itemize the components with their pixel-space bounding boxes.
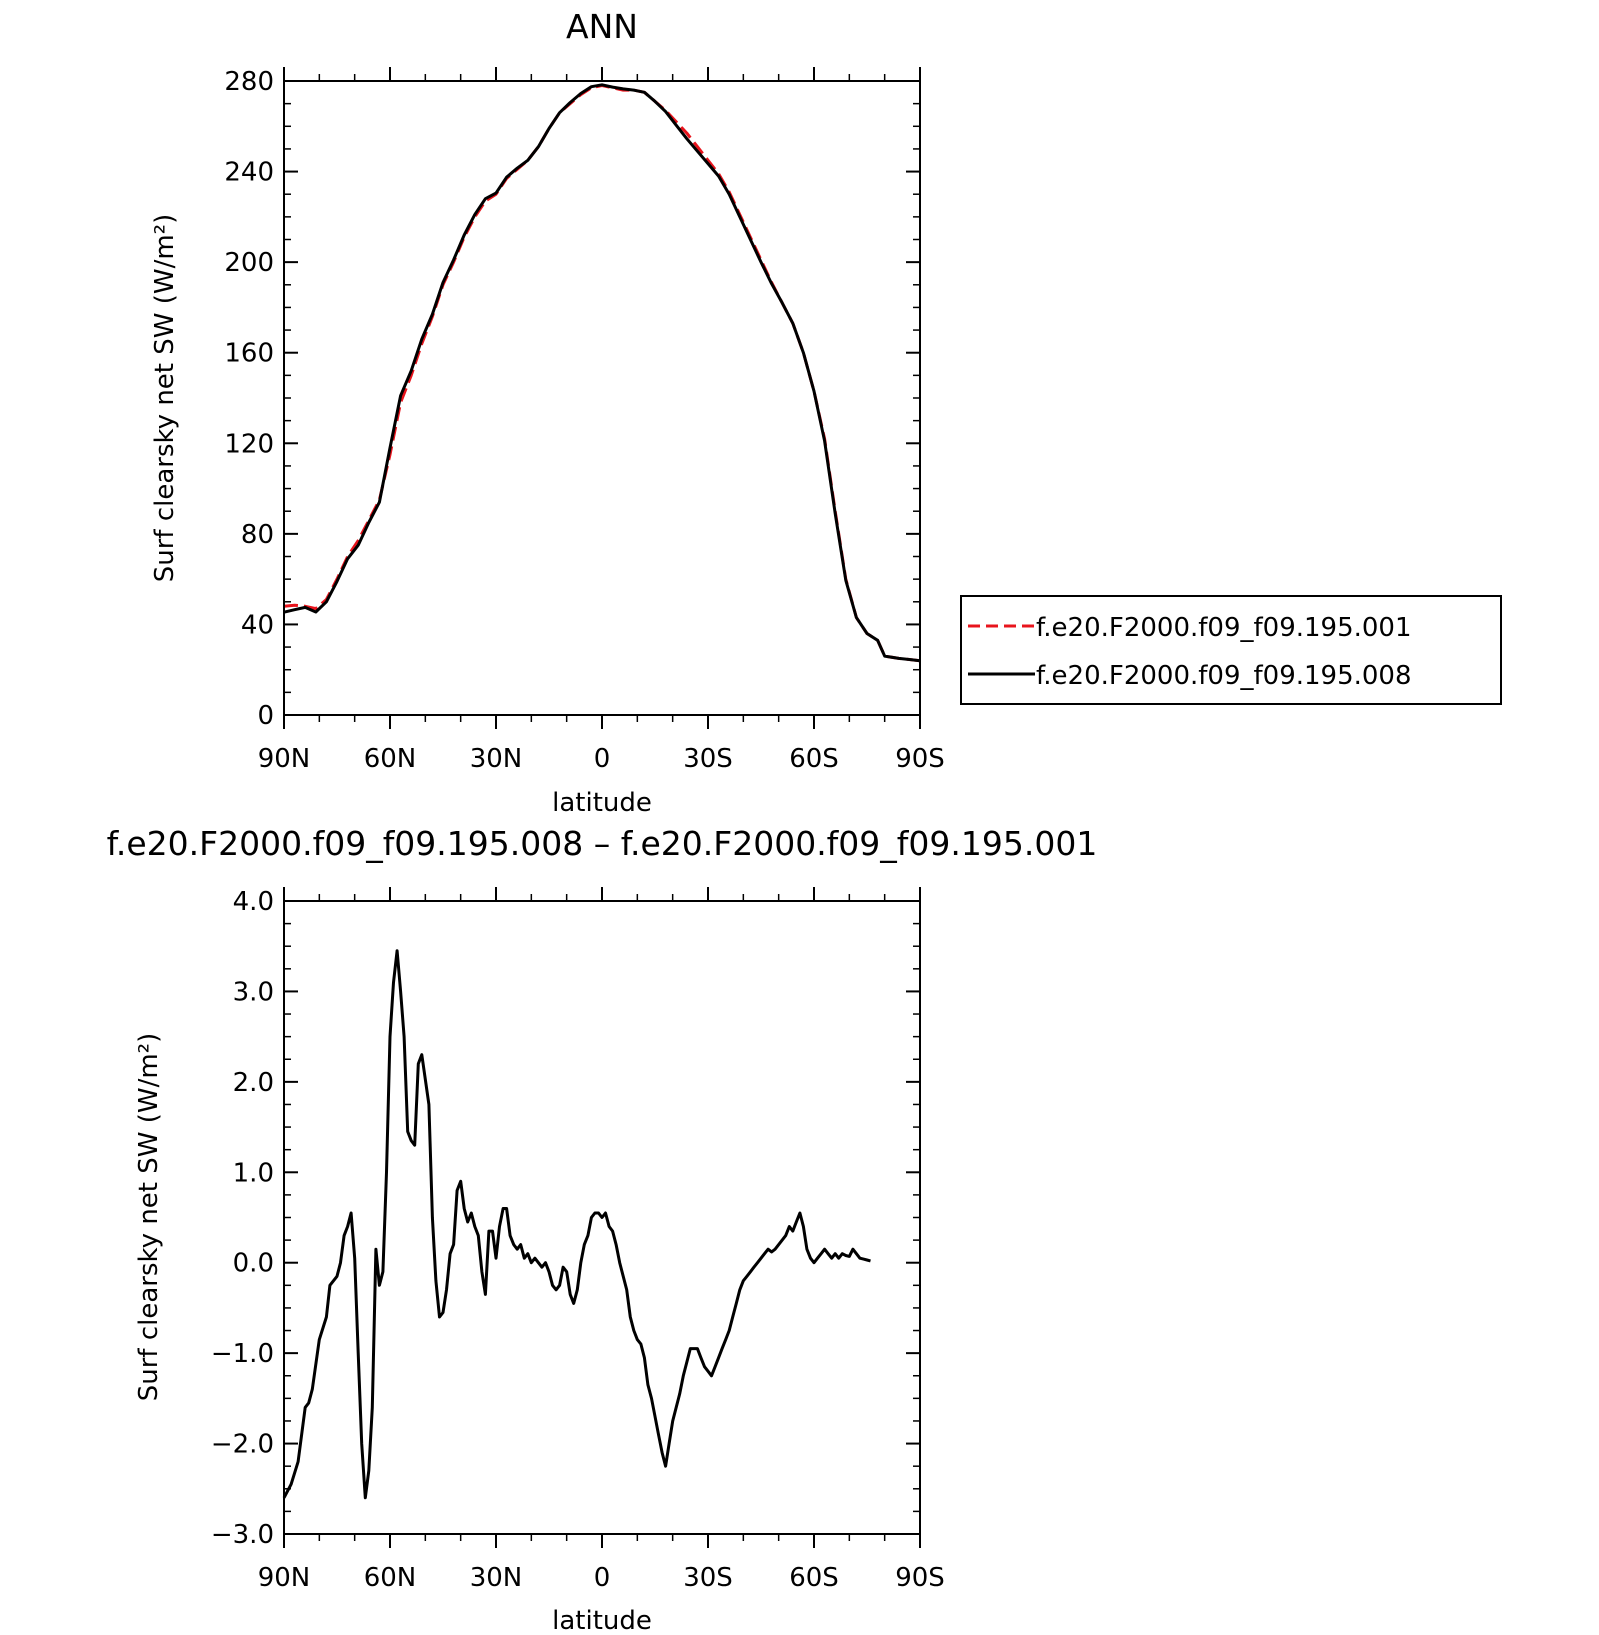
x-tick-label: 90S	[895, 744, 945, 774]
y-tick-label: 0	[257, 701, 274, 731]
series-line-1	[282, 949, 871, 1500]
x-tick-label: 90N	[258, 744, 311, 774]
y-tick-label: −3.0	[211, 1520, 274, 1550]
top-chart-title: ANN	[566, 7, 638, 46]
y-tick-label: 160	[224, 339, 274, 369]
series-line-2	[283, 83, 921, 663]
x-tick-label: 30S	[683, 1563, 733, 1593]
x-tick-label: 0	[594, 1563, 611, 1593]
y-tick-label: 80	[241, 520, 274, 550]
bottom-chart-marks: −3.0 −2.0 −1.0 0.0 1.0 2.0 3.0 4.0 90N 60N 30N 0 30S…	[211, 887, 945, 1593]
legend-entry-series-1: f.e20.F2000.f09_f09.195.001	[1036, 613, 1412, 643]
y-tick-label: −1.0	[211, 1339, 274, 1369]
bottom-chart-title: f.e20.F2000.f09_f09.195.008 – f.e20.F200…	[107, 824, 1098, 863]
y-tick-label: 280	[224, 67, 274, 97]
top-plot-frame	[283, 80, 921, 716]
y-tick-label: 0.0	[233, 1249, 274, 1279]
top-chart-marks: 0 40 80 120 160 200 240 280 90N 60N 30N 0 30S 60S 90S	[224, 67, 945, 774]
x-tick-label: 60N	[364, 1563, 417, 1593]
y-tick-label: 120	[224, 429, 274, 459]
y-tick-label: 4.0	[233, 887, 274, 917]
y-tick-label: 240	[224, 158, 274, 188]
top-x-axis-title: latitude	[552, 788, 652, 818]
y-tick-label: 40	[241, 610, 274, 640]
legend-box	[960, 595, 1502, 705]
x-tick-label: 0	[594, 744, 611, 774]
x-tick-label: 60S	[789, 1563, 839, 1593]
x-tick-label: 30N	[470, 1563, 523, 1593]
top-line-chart-panel: ANN 0 40 80 120 160 200 240 280 90N 60N 30N 0 30S 60S…	[150, 7, 945, 818]
y-tick-label: 3.0	[233, 977, 274, 1007]
y-tick-label: 1.0	[233, 1158, 274, 1188]
x-tick-label: 90N	[258, 1563, 311, 1593]
bottom-x-axis-title: latitude	[552, 1606, 652, 1635]
y-tick-label: 2.0	[233, 1068, 274, 1098]
bottom-plot-frame	[283, 900, 921, 1535]
x-tick-label: 60S	[789, 744, 839, 774]
legend-entry-series-2: f.e20.F2000.f09_f09.195.008	[1036, 661, 1412, 691]
legend: f.e20.F2000.f09_f09.195.001 f.e20.F2000.…	[960, 595, 1502, 705]
y-tick-label: −2.0	[211, 1430, 274, 1460]
top-y-axis-title: Surf clearsky net SW (W/m²)	[150, 214, 180, 582]
x-tick-label: 30S	[683, 744, 733, 774]
bottom-line-chart-panel: f.e20.F2000.f09_f09.195.008 – f.e20.F200…	[107, 824, 1098, 1635]
x-tick-label: 90S	[895, 1563, 945, 1593]
x-tick-label: 30N	[470, 744, 523, 774]
x-tick-label: 60N	[364, 744, 417, 774]
bottom-y-axis-title: Surf clearsky net SW (W/m²)	[134, 1033, 164, 1401]
y-tick-label: 200	[224, 248, 274, 278]
